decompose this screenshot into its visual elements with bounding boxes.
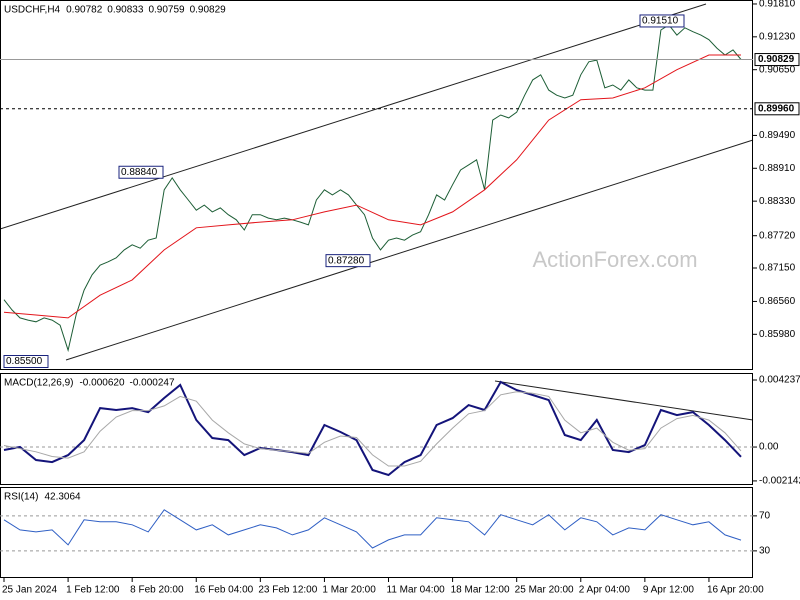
annotation-label: 0.88840 xyxy=(121,167,158,178)
series-line xyxy=(3,24,742,353)
x-tick-label: 23 Feb 12:00 xyxy=(258,585,317,596)
x-tick-label: 1 Mar 20:00 xyxy=(322,585,376,596)
y-tick-label: 30 xyxy=(759,546,771,557)
x-tick-label: 25 Jan 2024 xyxy=(2,585,57,596)
y-tick-label: 0.88910 xyxy=(759,163,796,174)
panel-title: USDCHF,H4 xyxy=(4,5,61,16)
watermark: ActionForex.com xyxy=(532,247,697,272)
y-tick-label: 0.91230 xyxy=(759,31,796,42)
y-tick-label: 0.91810 xyxy=(759,0,796,10)
y-tick-label: 0.86560 xyxy=(759,296,796,307)
channel-lower xyxy=(65,139,754,361)
y-tick-label: 0.89490 xyxy=(759,130,796,141)
y-tick-label: 0.00 xyxy=(759,442,779,453)
price-label: 0.90829 xyxy=(758,54,795,65)
y-tick-label: -0.002142 xyxy=(759,476,800,487)
x-tick-label: 16 Feb 04:00 xyxy=(194,585,253,596)
annotation-label: 0.87280 xyxy=(328,255,365,266)
series-line xyxy=(3,380,742,477)
header-value: 0.90833 xyxy=(107,5,144,16)
x-tick-label: 16 Apr 20:00 xyxy=(707,585,764,596)
series-line xyxy=(3,391,742,467)
x-tick-label: 2 Apr 04:00 xyxy=(579,585,631,596)
x-tick-label: 18 Mar 12:00 xyxy=(451,585,510,596)
panel-title: MACD(12,26,9) xyxy=(4,378,73,389)
x-tick-label: 11 Mar 04:00 xyxy=(387,585,446,596)
y-tick-label: 0.87150 xyxy=(759,263,796,274)
annotation-box xyxy=(118,165,164,179)
header-value: 0.90782 xyxy=(66,5,103,16)
panel-title: RSI(14) xyxy=(4,492,38,503)
price-label: 0.89960 xyxy=(758,103,795,114)
y-tick-label: 0.87720 xyxy=(759,230,796,241)
y-tick-label: 0.004237 xyxy=(759,375,800,386)
y-tick-label: 0.90650 xyxy=(759,64,796,75)
annotation-label: 0.91510 xyxy=(642,16,679,27)
panel-frame xyxy=(0,487,753,578)
header-value: 0.90829 xyxy=(190,5,227,16)
x-tick-label: 8 Feb 20:00 xyxy=(130,585,184,596)
macd-trendline xyxy=(494,380,754,421)
x-tick-label: 25 Mar 20:00 xyxy=(515,585,574,596)
series-line xyxy=(3,509,742,549)
header-value: 0.90759 xyxy=(148,5,185,16)
annotation-box xyxy=(3,355,49,369)
header-value: -0.000247 xyxy=(130,378,175,389)
annotation-label: 0.85500 xyxy=(6,356,43,367)
header-value: 42.3064 xyxy=(44,492,81,503)
y-tick-label: 0.88330 xyxy=(759,196,796,207)
channel-upper xyxy=(0,3,707,230)
x-tick-label: 1 Feb 12:00 xyxy=(66,585,120,596)
header-value: -0.000620 xyxy=(79,378,124,389)
price-label-box xyxy=(754,102,800,116)
panel-frame xyxy=(0,0,753,370)
annotation-box xyxy=(639,14,685,28)
annotation-box xyxy=(325,254,371,268)
x-tick-label: 9 Apr 12:00 xyxy=(643,585,695,596)
y-tick-label: 70 xyxy=(759,511,771,522)
price-label-box xyxy=(754,53,800,67)
y-tick-label: 0.85980 xyxy=(759,329,796,340)
panel-frame xyxy=(0,373,753,485)
series-line xyxy=(3,54,741,319)
